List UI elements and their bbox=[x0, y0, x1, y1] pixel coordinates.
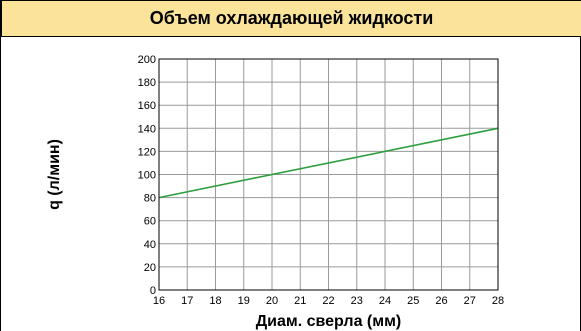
y-tick-label: 100 bbox=[138, 170, 156, 182]
x-tick-label: 17 bbox=[181, 295, 193, 307]
y-tick-label: 140 bbox=[138, 123, 156, 135]
y-axis-ticks: 0 20 40 60 80 100 120 140 160 180 200 bbox=[138, 54, 156, 297]
chart-title: Объем охлаждающей жидкости bbox=[149, 8, 434, 28]
y-tick-label: 0 bbox=[150, 285, 156, 297]
y-tick-label: 200 bbox=[138, 54, 156, 66]
x-tick-label: 24 bbox=[379, 295, 391, 307]
x-tick-label: 20 bbox=[266, 295, 278, 307]
x-tick-label: 27 bbox=[464, 295, 476, 307]
y-axis-title: q (л/мин) bbox=[46, 139, 63, 210]
x-axis-title: Диам. сверла (мм) bbox=[256, 313, 402, 330]
y-tick-label: 60 bbox=[144, 216, 156, 228]
y-tick-label: 120 bbox=[138, 146, 156, 158]
x-axis-ticks: 16 17 18 19 20 21 22 23 24 25 26 27 28 bbox=[153, 295, 504, 307]
x-tick-label: 19 bbox=[238, 295, 250, 307]
x-tick-label: 21 bbox=[294, 295, 306, 307]
x-tick-label: 28 bbox=[492, 295, 504, 307]
x-tick-label: 18 bbox=[209, 295, 221, 307]
x-tick-label: 26 bbox=[435, 295, 447, 307]
y-tick-label: 180 bbox=[138, 77, 156, 89]
y-tick-label: 40 bbox=[144, 239, 156, 251]
x-tick-label: 16 bbox=[153, 295, 165, 307]
title-bar: Объем охлаждающей жидкости bbox=[1, 0, 581, 37]
series-line bbox=[158, 127, 499, 199]
x-tick-label: 23 bbox=[351, 295, 363, 307]
y-tick-label: 160 bbox=[138, 100, 156, 112]
x-tick-label: 25 bbox=[407, 295, 419, 307]
series-layer bbox=[158, 127, 499, 199]
x-tick-label: 22 bbox=[322, 295, 334, 307]
y-tick-label: 80 bbox=[144, 193, 156, 205]
grid bbox=[158, 58, 499, 291]
plot-frame bbox=[158, 58, 499, 291]
y-tick-label: 20 bbox=[144, 262, 156, 274]
